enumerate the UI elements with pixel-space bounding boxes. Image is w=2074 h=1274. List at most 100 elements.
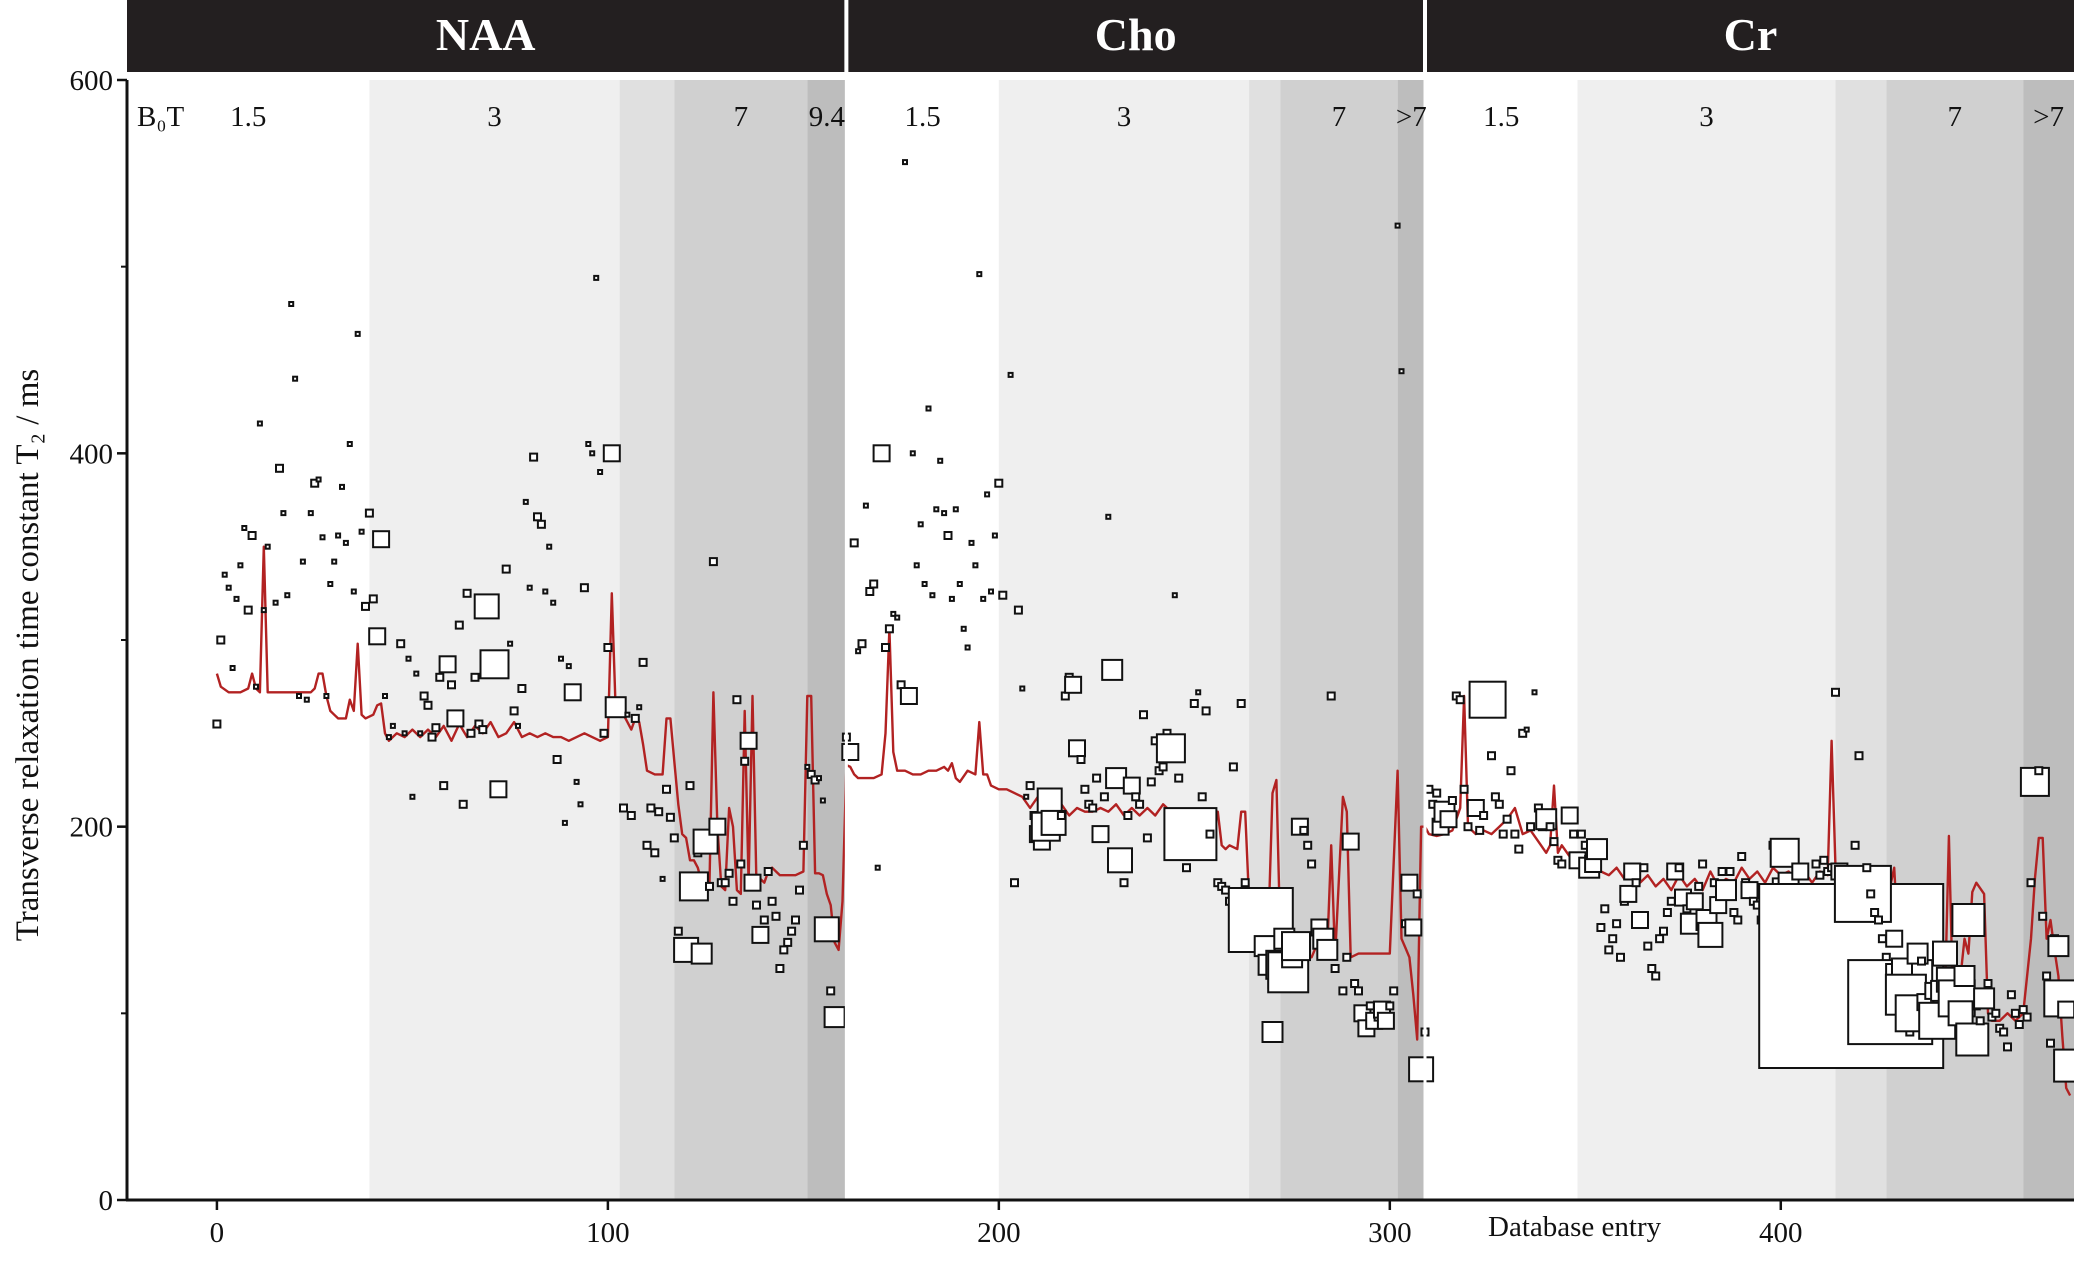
data-point [1101, 658, 1124, 681]
data-point [980, 595, 987, 602]
data-point [1729, 908, 1739, 917]
data-point [865, 587, 875, 596]
data-point [1647, 964, 1657, 973]
x-tick-label: 0 [210, 1217, 225, 1249]
data-point [1158, 762, 1168, 772]
data-point [1740, 881, 1759, 900]
data-point [874, 864, 881, 871]
data-point [1404, 918, 1423, 937]
header-bar-cho [848, 0, 1423, 72]
data-point [2053, 1048, 2074, 1083]
data-point [740, 756, 750, 766]
data-point [1316, 938, 1339, 961]
data-point [929, 592, 936, 599]
data-point [1365, 1001, 1375, 1011]
data-point [1854, 751, 1864, 761]
data-point [921, 581, 928, 587]
data-point [1228, 762, 1238, 772]
data-point [319, 534, 326, 541]
data-point [1951, 903, 1986, 937]
data-point [272, 599, 279, 606]
data-point [894, 614, 901, 621]
band-label-naa-0: 1.5 [230, 101, 266, 133]
data-point [1659, 926, 1668, 936]
data-point [662, 784, 671, 794]
data-point [1531, 689, 1538, 696]
data-point [597, 469, 604, 475]
data-point [795, 885, 804, 895]
data-point [984, 491, 991, 498]
data-point [1973, 987, 1996, 1010]
data-point [1342, 952, 1352, 962]
band-cho-4 [1397, 80, 1425, 1200]
data-point [1303, 840, 1313, 850]
data-point [1432, 788, 1442, 798]
data-point [1631, 911, 1649, 929]
data-point [427, 732, 437, 742]
data-point [1455, 695, 1465, 705]
band-label-cho-0: 1.5 [904, 101, 940, 133]
data-point [869, 579, 879, 589]
data-point [1737, 852, 1747, 861]
data-point [1240, 878, 1250, 888]
data-point [976, 271, 983, 278]
data-point [752, 900, 761, 910]
data-point [602, 444, 621, 463]
data-point [884, 624, 894, 634]
data-point [565, 663, 572, 670]
data-point [1490, 792, 1500, 802]
band-label-naa-4: 9.4 [809, 101, 846, 133]
data-point [233, 595, 240, 602]
data-point [478, 725, 488, 735]
data-point [1557, 859, 1567, 869]
header-label-cho: Cho [1095, 9, 1177, 60]
data-point [1385, 1001, 1395, 1011]
data-point [303, 696, 310, 703]
data-point [1330, 964, 1340, 973]
data-point [1725, 867, 1735, 876]
data-point [439, 781, 449, 791]
data-point [988, 588, 994, 595]
data-point [2034, 766, 2044, 776]
data-point [1526, 822, 1536, 832]
data-point [857, 639, 867, 649]
band-label-cr-0: 1.5 [1483, 101, 1519, 133]
data-point [368, 627, 387, 646]
field-strength-labels: 1.5 3 7 9.4 1.5 3 7 >7 1.5 3 7 >7 [230, 101, 2064, 133]
data-point [739, 731, 758, 750]
data-point [292, 375, 299, 382]
data-point [964, 644, 971, 651]
data-point [339, 483, 345, 490]
data-point [2042, 971, 2052, 981]
data-point [1651, 971, 1661, 981]
data-point [642, 840, 652, 850]
data-point [1523, 726, 1530, 733]
data-point [479, 649, 510, 680]
data-point [1791, 862, 1810, 881]
data-point [350, 588, 357, 595]
data-point [1463, 822, 1473, 832]
data-point [759, 915, 769, 925]
data-point [1518, 728, 1528, 738]
band-cr-4 [2023, 80, 2074, 1200]
data-point [1354, 986, 1363, 996]
data-point [659, 875, 666, 882]
data-point [775, 964, 785, 973]
data-point [542, 588, 549, 595]
data-point [678, 871, 709, 902]
data-point [419, 691, 429, 701]
data-point [690, 942, 713, 965]
data-point [787, 926, 797, 936]
data-point [849, 538, 859, 548]
data-point [646, 803, 656, 813]
data-point [619, 803, 628, 813]
data-point [1498, 829, 1508, 839]
data-point [447, 680, 456, 690]
data-point [558, 655, 564, 662]
data-point [913, 562, 920, 569]
data-point [296, 693, 302, 699]
data-point [454, 620, 464, 630]
data-point [1917, 956, 1926, 966]
x-tick-label: 300 [1368, 1217, 1412, 1249]
data-point [1831, 687, 1840, 697]
